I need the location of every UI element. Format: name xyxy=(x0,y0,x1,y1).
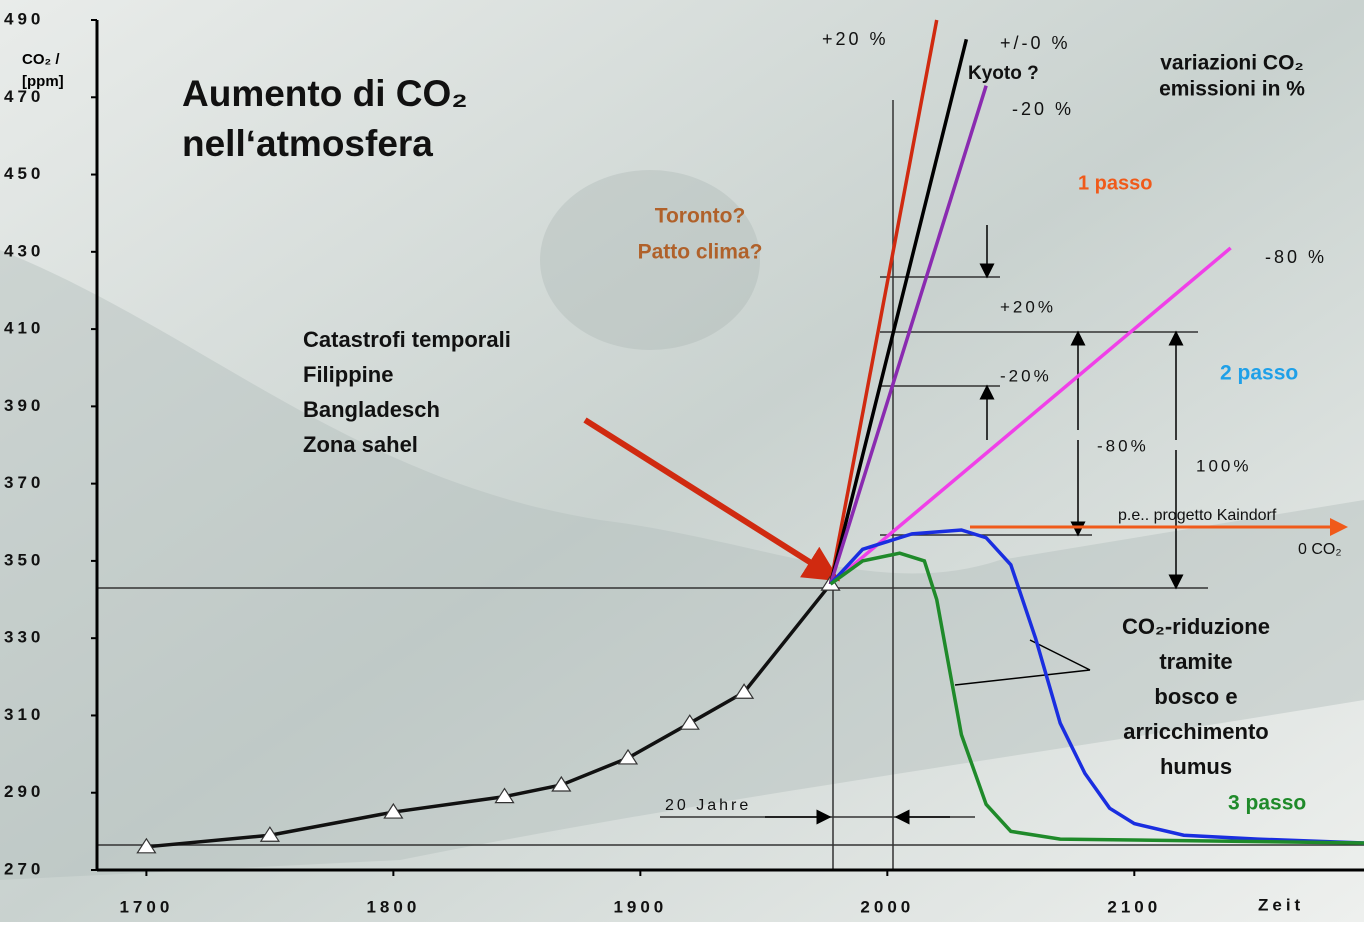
pointer-line xyxy=(954,669,1091,686)
annotation-shapes xyxy=(95,20,1364,872)
y-tick-label: 470 xyxy=(4,87,44,106)
hands-shape xyxy=(0,250,1364,880)
annotation: humus xyxy=(1160,754,1232,779)
plant-shape xyxy=(540,170,760,350)
y-tick-label: 310 xyxy=(4,705,44,724)
annotation: 2 passo xyxy=(1220,362,1298,385)
annotation: 0 CO₂ xyxy=(1298,541,1342,558)
chart-title: nell‘atmosfera xyxy=(182,123,433,164)
annotation: +20% xyxy=(1000,297,1056,316)
annotation: 20 Jahre xyxy=(665,797,751,814)
point-marker xyxy=(494,787,515,804)
point-marker xyxy=(679,714,700,730)
x-tick-label: 1900 xyxy=(613,897,667,916)
y-tick-label: 270 xyxy=(4,859,44,878)
annotation: 1 passo xyxy=(1078,172,1152,194)
series-label: +20 % xyxy=(822,29,889,49)
y-tick-label: 410 xyxy=(4,319,44,338)
annotation: variazioni CO₂ xyxy=(1160,52,1304,75)
y-axis-label: CO₂ / xyxy=(22,51,60,68)
annotation: 100% xyxy=(1196,456,1251,475)
y-tick-label: 490 xyxy=(4,9,44,28)
point-marker xyxy=(383,802,404,819)
annotation: Patto clima? xyxy=(638,241,763,264)
y-tick-label: 430 xyxy=(4,241,44,260)
point-marker xyxy=(551,775,572,792)
y-tick-label: 390 xyxy=(4,396,44,415)
annotation: 3 passo xyxy=(1228,792,1306,815)
y-axis-label: [ppm] xyxy=(22,73,64,90)
annotation: Catastrofi temporali xyxy=(303,327,511,352)
y-tick-label: 290 xyxy=(4,782,44,801)
x-tick-label: 2000 xyxy=(860,897,914,916)
x-tick-label: 1700 xyxy=(119,897,173,916)
annotation: -80% xyxy=(1097,436,1149,455)
series-line xyxy=(828,19,939,585)
annotation: Bangladesch xyxy=(303,397,440,422)
point-marker xyxy=(136,837,157,854)
annotation: Toronto? xyxy=(655,205,746,228)
arrow xyxy=(583,417,841,582)
series-label: -20 % xyxy=(1012,99,1074,119)
y-tick-label: 330 xyxy=(4,628,44,647)
annotation: Zona sahel xyxy=(303,432,418,457)
y-tick-label: 450 xyxy=(4,164,44,183)
point-marker xyxy=(733,683,755,699)
series-label: +/-0 % xyxy=(1000,33,1071,53)
x-tick-label: 1800 xyxy=(366,897,420,916)
annotation: emissioni in % xyxy=(1159,78,1305,101)
point-marker xyxy=(617,748,639,765)
series-line xyxy=(829,528,1364,845)
series-line xyxy=(829,551,1364,845)
series-line xyxy=(829,246,1232,586)
annotation: -20% xyxy=(1000,366,1052,385)
x-tick-label: 2100 xyxy=(1107,897,1161,916)
chart-title: Aumento di CO₂ xyxy=(182,73,468,114)
pointer-line xyxy=(1029,639,1091,671)
x-axis-label: Zeit xyxy=(1258,895,1304,914)
y-tick-label: 350 xyxy=(4,550,44,569)
annotation: bosco e xyxy=(1154,684,1237,709)
y-tick-label: 370 xyxy=(4,473,44,492)
annotation: Filippine xyxy=(303,362,393,387)
annotation: tramite xyxy=(1159,649,1232,674)
annotation: p.e.. progetto Kaindorf xyxy=(1118,507,1277,524)
series-line xyxy=(828,38,969,585)
point-marker xyxy=(259,826,280,842)
annotation: arricchimento xyxy=(1123,719,1269,744)
annotation: Kyoto ? xyxy=(968,63,1039,84)
series-line xyxy=(828,85,988,585)
series-label: -80 % xyxy=(1265,247,1327,267)
annotation: CO₂-riduzione xyxy=(1122,614,1270,639)
